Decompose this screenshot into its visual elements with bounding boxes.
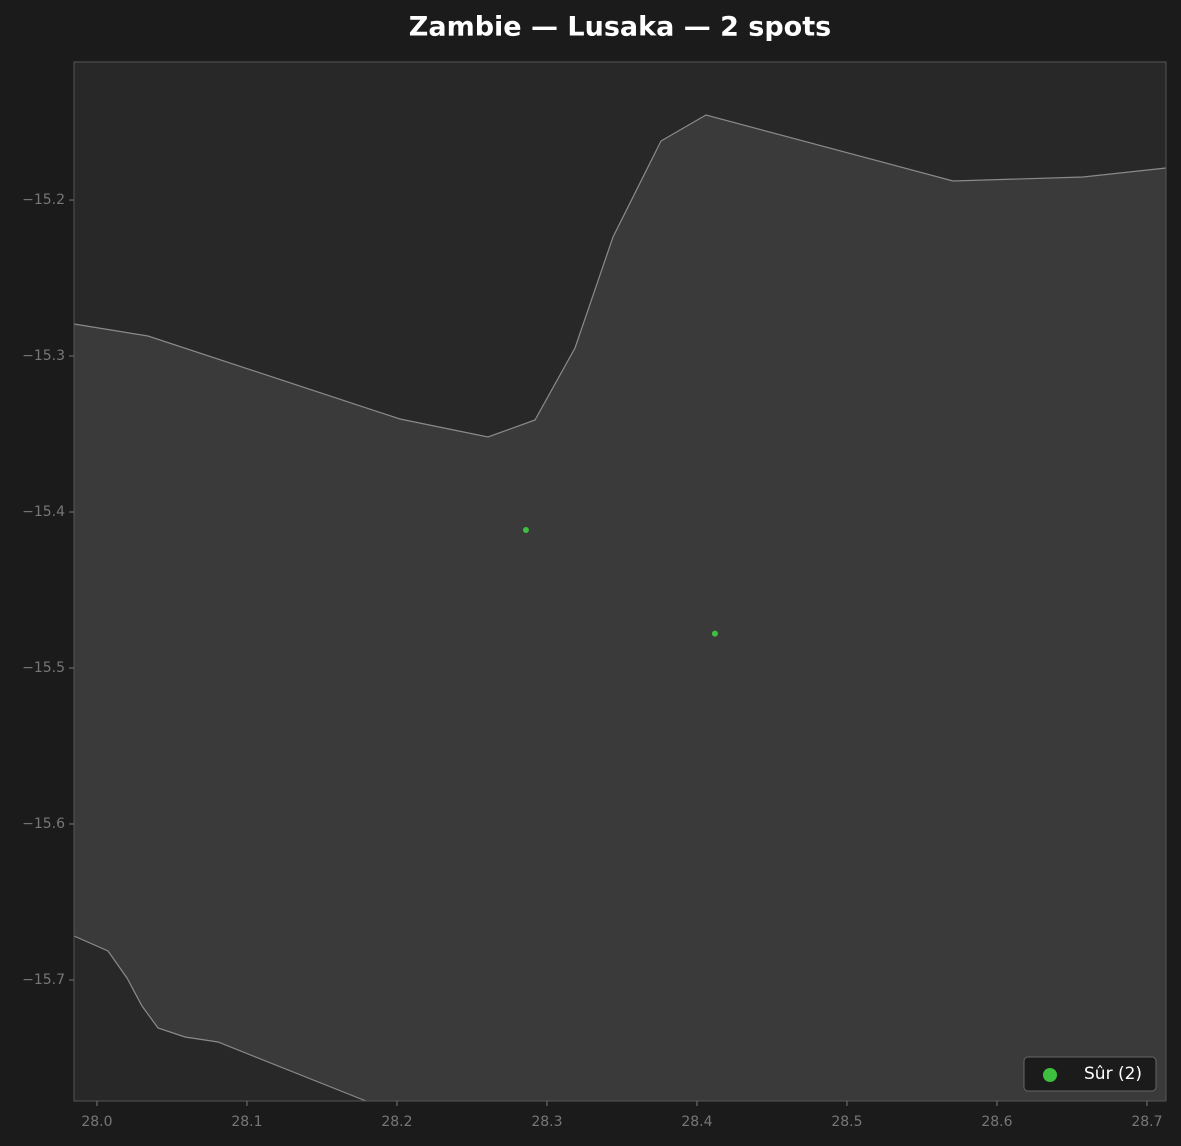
region-border <box>73 114 1167 438</box>
chart-title: Zambie — Lusaka — 2 spots <box>409 12 831 43</box>
point <box>522 526 529 533</box>
legend-label: Sûr (2) <box>1084 1064 1142 1084</box>
legend-box <box>1023 1056 1157 1092</box>
y-tick-label: −15.2 <box>22 192 65 208</box>
y-tick-label: −15.4 <box>22 504 65 520</box>
plot-frame <box>73 61 1167 1102</box>
region-shape <box>74 115 1166 1101</box>
y-tick-label: −15.6 <box>22 816 65 832</box>
x-tick-label: 28.1 <box>231 1114 262 1130</box>
x-tick-label: 28.5 <box>831 1114 862 1130</box>
x-tick-label: 28.3 <box>531 1114 562 1130</box>
x-tick-label: 28.2 <box>381 1114 412 1130</box>
x-tick-label: 28.7 <box>1131 1114 1162 1130</box>
x-tick-label: 28.6 <box>981 1114 1012 1130</box>
x-tick-label: 28.0 <box>81 1114 112 1130</box>
legend: Sûr (2) <box>1023 1056 1157 1092</box>
region-border <box>73 935 367 1102</box>
x-tick-label: 28.4 <box>681 1114 712 1130</box>
point <box>711 630 718 637</box>
y-tick-label: −15.7 <box>22 972 65 988</box>
y-tick-label: −15.5 <box>22 660 65 676</box>
y-tick-label: −15.3 <box>22 348 65 364</box>
legend-marker <box>1043 1068 1057 1082</box>
